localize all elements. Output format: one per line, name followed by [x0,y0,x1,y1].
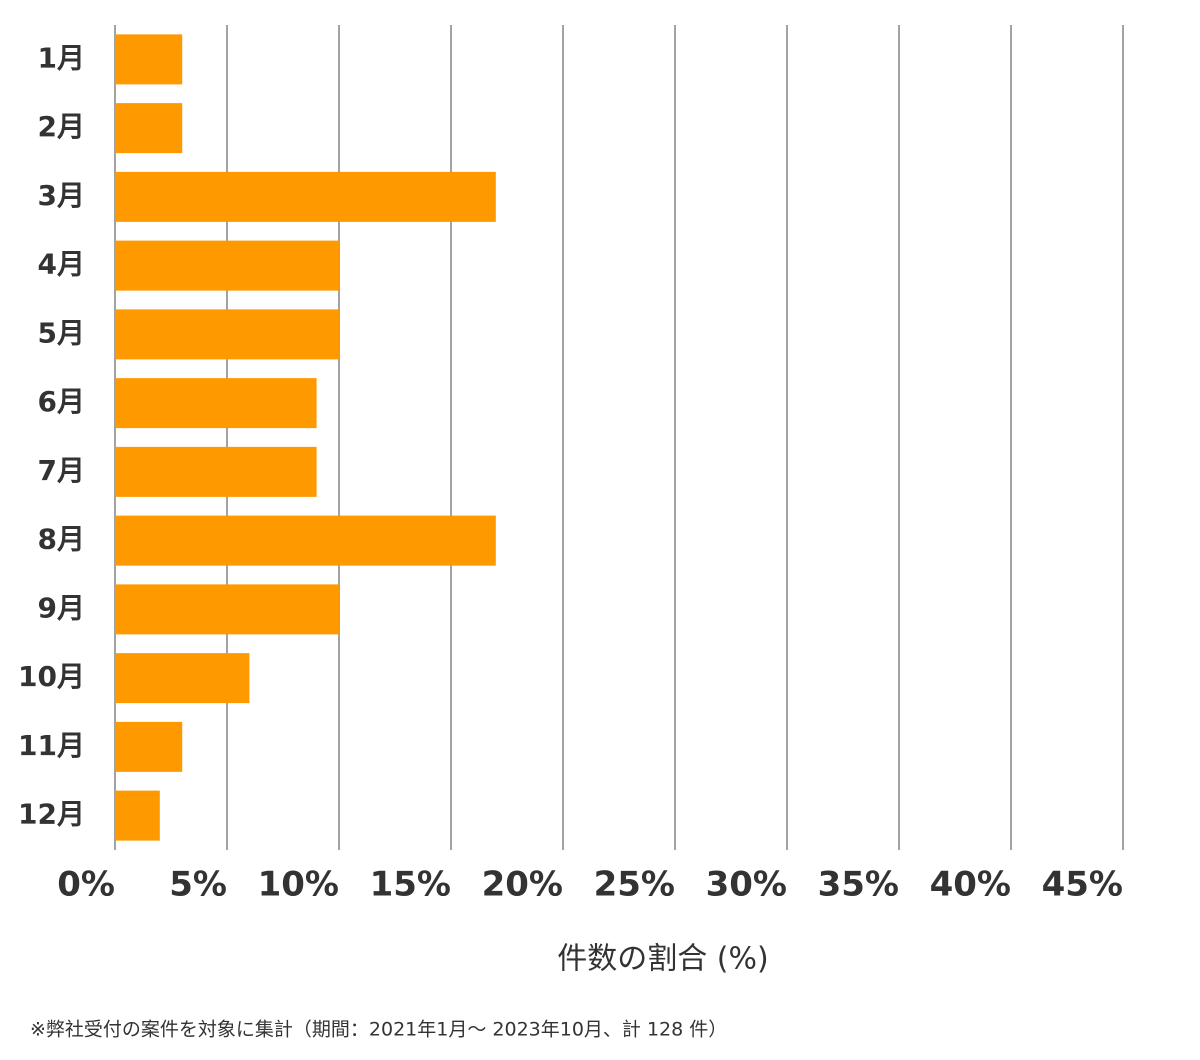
y-tick-label: 8月 [38,523,85,556]
x-tick-label: 0% [57,865,115,905]
y-tick-label: 6月 [38,385,85,418]
bar [115,790,160,841]
y-tick-label: 9月 [38,591,85,624]
bar [115,653,250,704]
bar [115,240,339,291]
y-tick-label: 5月 [38,316,85,349]
x-tick-label: 20% [482,865,563,905]
y-tick-label: 1月 [38,41,85,74]
bar [115,171,496,222]
y-tick-label: 3月 [38,179,85,212]
x-tick-label: 10% [258,865,339,905]
bar [115,446,317,497]
y-tick-label: 12月 [18,798,85,831]
x-tick-label: 30% [706,865,787,905]
bar [115,721,183,772]
y-tick-label: 2月 [38,110,85,143]
bar [115,309,339,360]
bar [115,103,183,154]
footnote: ※弊社受付の案件を対象に集計（期間：2021年1月～ 2023年10月、計 12… [30,1019,727,1041]
bar [115,378,317,429]
y-tick-label: 11月 [18,729,85,762]
x-tick-label: 5% [169,865,227,905]
x-tick-label: 15% [370,865,451,905]
bar [115,515,496,566]
y-tick-label: 10月 [18,660,85,693]
x-tick-label: 35% [818,865,899,905]
y-tick-label: 7月 [38,454,85,487]
x-tick-label: 40% [930,865,1011,905]
bar [115,584,339,635]
x-tick-label: 25% [594,865,675,905]
x-tick-label: 45% [1042,865,1123,905]
x-axis-title: 件数の割合 (%) [557,942,768,977]
y-tick-label: 4月 [38,248,85,281]
bar [115,34,183,85]
